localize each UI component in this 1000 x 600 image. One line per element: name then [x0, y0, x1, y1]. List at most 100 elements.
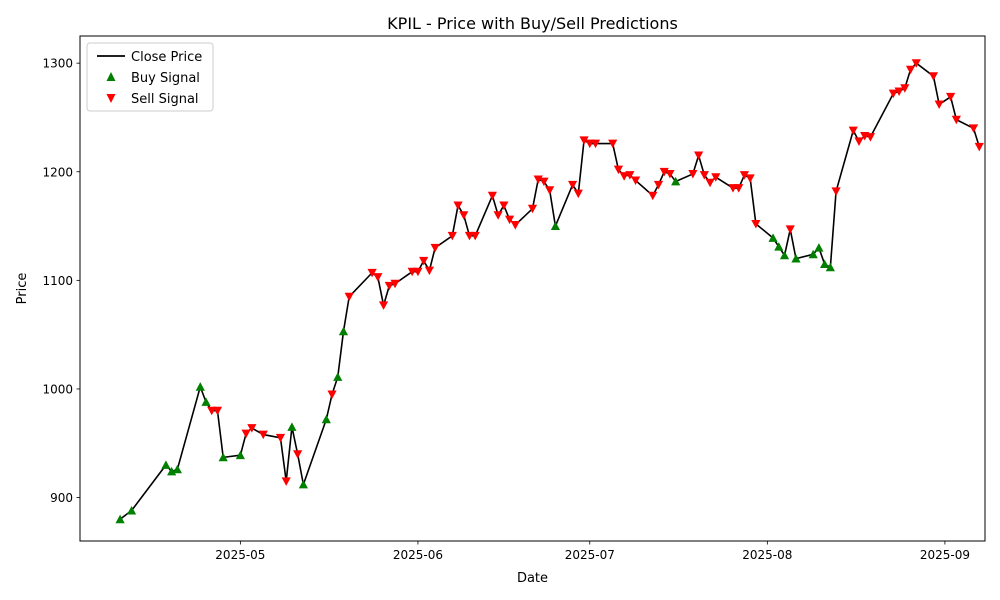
sell-signal-marker — [751, 219, 761, 229]
sell-signal-marker — [293, 450, 303, 459]
plot-frame — [79, 35, 986, 542]
sell-signal-marker — [378, 301, 389, 310]
sell-signal-marker — [459, 211, 469, 220]
buy-signal-marker — [768, 233, 778, 242]
y-tick-label: 1000 — [42, 382, 73, 396]
legend-sell-signal-marker — [106, 94, 116, 103]
y-axis: 900 1000 1100 1200 1300 — [42, 57, 80, 505]
sell-signal-marker — [487, 191, 498, 201]
sell-signal-marker — [567, 180, 578, 190]
buy-signal-marker — [333, 372, 343, 381]
sell-signal-marker — [384, 281, 394, 291]
buy-signal-marker — [287, 422, 297, 431]
sell-signal-marker — [848, 126, 858, 136]
buy-signal-marker — [338, 326, 349, 336]
buy-signal-marker — [115, 514, 125, 524]
sell-signal-marker — [608, 139, 618, 149]
sell-signal-marker — [470, 231, 480, 241]
sell-signal-marker — [739, 171, 750, 180]
sell-signal-marker — [430, 243, 440, 253]
sell-signal-marker — [327, 390, 337, 399]
sell-signal-marker — [946, 92, 956, 102]
buy-signal-marker — [126, 505, 137, 515]
sell-signal-marker — [974, 142, 984, 152]
buy-signal-marker — [235, 450, 245, 460]
sell-signal-marker — [241, 429, 251, 439]
sell-signal-marker — [854, 137, 864, 146]
legend-buy-signal-marker — [106, 72, 116, 81]
sell-signal-marker — [625, 171, 635, 180]
y-axis-label: Price — [15, 273, 30, 305]
buy-signal-marker — [321, 414, 331, 424]
sell-signal-marker — [659, 167, 669, 177]
sell-signal-marker — [344, 292, 354, 302]
sell-signal-marker — [453, 201, 463, 211]
sell-signal-marker — [499, 201, 509, 211]
buy-signal-marker — [814, 243, 824, 252]
x-tick-label: 2025-08 — [742, 548, 792, 562]
buy-signal-marker — [779, 250, 790, 260]
x-axis-label: Date — [517, 571, 548, 586]
legend-sell-signal-label: Sell Signal — [131, 92, 199, 107]
sell-signal-marker — [613, 165, 624, 175]
buy-signal-marker — [167, 466, 177, 476]
sell-signal-marker — [865, 133, 876, 142]
sell-signal-marker — [705, 178, 715, 188]
buy-signal-marker — [218, 452, 228, 462]
buy-signal-marker — [825, 262, 835, 272]
sell-signal-marker — [968, 124, 979, 133]
buy-signal-marker — [550, 221, 561, 230]
sell-signal-marker — [631, 176, 641, 186]
sell-signal-marker — [545, 186, 555, 195]
chart-title: KPIL - Price with Buy/Sell Predictions — [387, 14, 678, 33]
sell-signal-marker — [258, 430, 268, 440]
buy-signal-marker — [298, 479, 308, 489]
sell-signal-marker — [905, 65, 916, 75]
sell-signal-marker — [510, 221, 520, 230]
y-tick-label: 1200 — [42, 165, 73, 179]
sell-signal-marker — [504, 215, 515, 225]
sell-signal-marker — [831, 187, 841, 196]
sell-signal-marker — [648, 191, 658, 201]
buy-signal-marker — [172, 464, 182, 474]
buy-signal-marker — [774, 242, 784, 251]
sell-signal-marker — [900, 84, 910, 93]
sell-signal-marker — [711, 173, 721, 182]
sell-signal-marker — [573, 189, 583, 199]
x-tick-label: 2025-06 — [393, 548, 443, 562]
sell-signal-marker — [539, 177, 549, 187]
sell-signal-marker — [413, 267, 423, 277]
sell-signal-marker — [275, 433, 286, 443]
sell-signal-marker — [212, 406, 223, 416]
sell-signal-marker — [533, 175, 543, 184]
sell-signal-marker — [447, 231, 457, 241]
sell-signal-marker — [734, 184, 744, 193]
sell-signal-marker — [888, 89, 898, 99]
y-tick-label: 1100 — [42, 274, 73, 288]
y-tick-label: 1300 — [42, 57, 73, 71]
buy-signal-marker — [820, 259, 830, 268]
sell-signal-marker — [390, 279, 400, 289]
sell-signal-marker — [699, 171, 709, 180]
buy-signal-marker — [791, 254, 801, 263]
sell-signal-marker — [493, 211, 503, 220]
sell-signal-marker — [894, 87, 904, 96]
buy-signal-marker — [161, 460, 171, 469]
sell-signal-marker — [281, 477, 291, 486]
sell-signal-marker — [373, 273, 383, 282]
buy-signal-marker — [201, 397, 211, 406]
sell-signal-marker — [419, 256, 429, 266]
buy-signal-marker — [671, 176, 681, 186]
legend-box — [86, 42, 214, 112]
legend-buy-signal-label: Buy Signal — [131, 71, 200, 86]
sell-signal-marker — [579, 136, 589, 145]
x-tick-label: 2025-09 — [920, 548, 970, 562]
sell-signal-marker — [785, 225, 795, 234]
y-tick-label: 900 — [50, 491, 73, 505]
sell-signal-marker — [688, 170, 698, 179]
plot-area — [115, 59, 984, 524]
sell-signal-marker — [653, 180, 664, 190]
legend: Close Price Buy Signal Sell Signal — [86, 42, 214, 112]
sell-signal-marker — [911, 59, 921, 68]
